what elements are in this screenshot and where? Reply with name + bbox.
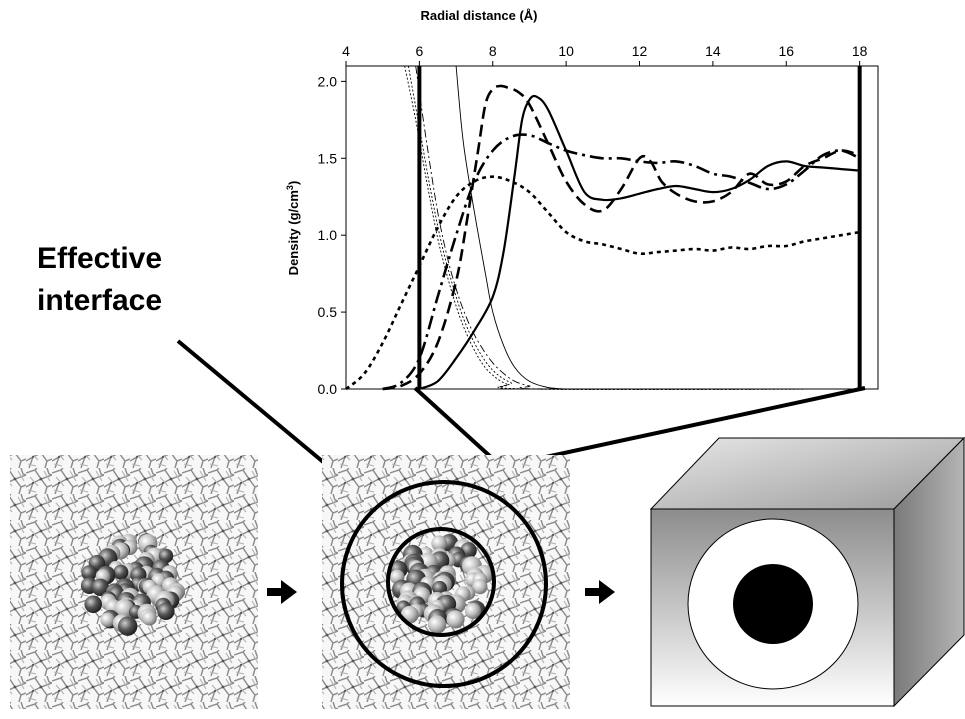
process-arrow-2 [585,580,615,604]
atom [142,610,157,626]
effective-interface-label: Effective [37,242,162,275]
x-tick-label: 6 [415,43,423,59]
series-line-1 [382,84,861,391]
outer-interface-sphere [340,480,548,688]
density-curves [345,65,861,391]
x-tick-label: 4 [342,43,350,59]
y-axis-title: Density (g/cm3) [285,181,301,276]
atom [431,535,448,552]
plot-frame [345,65,879,390]
atom [81,565,97,581]
atom [157,602,175,620]
y-tick-label: 0.5 [318,304,338,320]
atom [427,615,447,634]
y-tick-label: 1.0 [318,227,338,243]
atom [446,610,465,629]
x-tick-label: 18 [852,43,868,59]
series-line-2 [382,133,861,391]
atom [91,578,110,596]
atom [114,599,134,619]
atom [472,579,488,595]
series-line-5 [415,65,860,390]
y-tick-label: 2.0 [318,73,338,89]
atom [158,548,174,564]
atom [84,595,102,614]
atom [113,564,129,580]
series-line-4 [455,65,860,390]
y-axis-ticks: 0.0 0.5 1.0 1.5 2.0 [318,73,346,397]
nanoparticle-cluster-2 [389,534,494,634]
continuum-model-cube [649,436,965,708]
series-line-0 [418,94,860,391]
nanoparticle-cluster [80,533,186,636]
particle-core-disc [733,564,813,644]
series-line-7 [404,65,860,390]
x-tick-label: 10 [558,43,574,59]
x-tick-label: 8 [489,43,497,59]
interface-markers [417,66,862,389]
atom [464,603,481,619]
y-tick-label: 1.5 [318,150,338,166]
x-tick-label: 12 [632,43,648,59]
panel-solvated-cluster [10,455,258,709]
x-tick-label: 14 [705,43,721,59]
density-chart: 4 6 8 10 12 14 16 18 0.0 0.5 1.0 1.5 2.0 Radial dis… [285,8,879,397]
y-tick-label: 0.0 [318,381,338,397]
atom [100,612,115,627]
inner-interface-sphere [386,527,496,637]
x-axis-title: Radial distance (Å) [420,8,537,23]
atom [118,616,138,636]
effective-interface-label-line2: interface [37,284,162,317]
series-line-6 [407,65,860,390]
x-tick-label: 16 [778,43,794,59]
panel-interface-spheres [322,455,570,709]
x-axis-ticks: 4 6 8 10 12 14 16 18 [342,43,868,66]
series-line-3 [345,175,860,391]
process-arrow-1 [267,580,297,604]
